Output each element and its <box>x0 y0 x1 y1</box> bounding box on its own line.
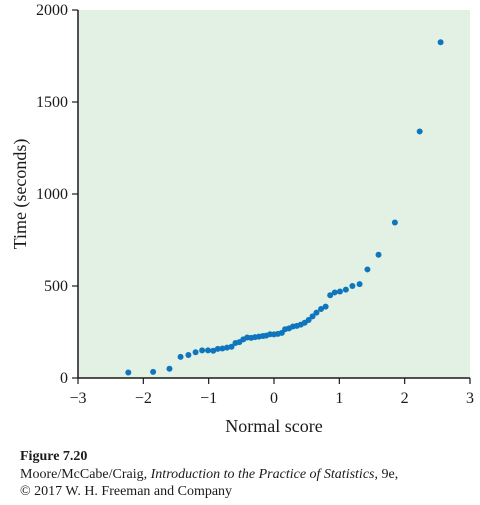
data-point <box>318 306 325 312</box>
data-point <box>210 347 217 354</box>
data-point <box>322 303 329 310</box>
data-point <box>199 347 206 354</box>
data-point <box>205 347 212 354</box>
figure-caption: Figure 7.20 Moore/McCabe/Craig, Introduc… <box>20 448 475 500</box>
data-point <box>305 317 312 324</box>
x-tick-label: 2 <box>401 390 409 407</box>
data-point <box>214 345 221 352</box>
authors: Moore/McCabe/Craig, <box>20 467 151 482</box>
data-point <box>219 345 226 352</box>
y-tick-label: 500 <box>44 278 68 295</box>
x-axis-label: Normal score <box>225 416 322 436</box>
data-point <box>375 251 382 258</box>
x-tick-label: −3 <box>69 390 86 407</box>
data-point <box>331 289 338 296</box>
data-point <box>437 39 444 46</box>
data-point <box>125 369 132 376</box>
data-point <box>192 349 199 356</box>
data-point <box>336 288 343 295</box>
y-tick-label: 1500 <box>36 94 68 111</box>
data-point <box>356 281 363 288</box>
data-point <box>177 353 184 360</box>
data-point <box>416 128 423 135</box>
data-point <box>228 343 235 350</box>
x-tick-label: −2 <box>135 390 152 407</box>
y-tick-label: 1000 <box>36 186 68 203</box>
x-tick-label: −1 <box>200 390 217 407</box>
y-tick-label: 2000 <box>36 2 68 19</box>
x-tick-label: 3 <box>466 390 474 407</box>
plot-area <box>78 10 470 378</box>
x-tick-label: 0 <box>270 390 278 407</box>
source-credit: Moore/McCabe/Craig, Introduction to the … <box>20 466 475 483</box>
copyright: © 2017 W. H. Freeman and Company <box>20 484 233 499</box>
y-tick-label: 0 <box>60 370 68 387</box>
figure-label: Figure 7.20 <box>20 449 88 464</box>
data-points <box>125 39 444 376</box>
data-point <box>150 368 157 375</box>
data-point <box>349 283 356 289</box>
data-point <box>309 313 316 320</box>
y-axis-label: Time (seconds) <box>10 139 31 250</box>
data-point <box>223 344 230 351</box>
data-point <box>313 309 320 316</box>
data-point <box>166 365 173 372</box>
data-point <box>391 219 398 226</box>
data-point <box>185 352 192 358</box>
book-title: Introduction to the Practice of Statisti… <box>150 467 375 482</box>
data-point <box>327 292 334 299</box>
data-point <box>364 266 371 273</box>
data-point <box>342 286 349 293</box>
axes: −3 −2 −1 0 1 2 3 0 500 1000 1500 2000 <box>36 2 474 407</box>
x-tick-label: 1 <box>335 390 343 407</box>
edition: , 9e, <box>374 467 399 482</box>
